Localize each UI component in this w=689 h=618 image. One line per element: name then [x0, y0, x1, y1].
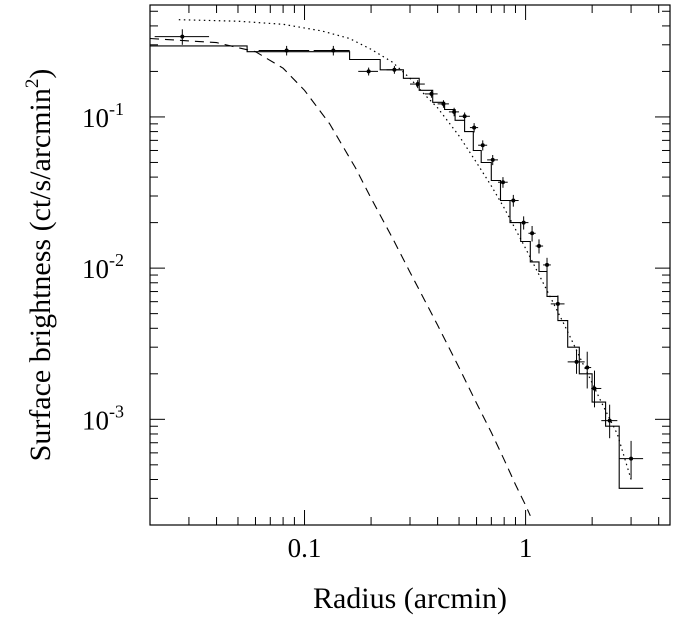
y-axis-title: Surface brightness (ct/s/arcmin2)	[22, 69, 57, 462]
plot-frame	[149, 4, 671, 526]
step-model-line	[150, 45, 644, 489]
data-point	[530, 231, 535, 236]
data-point	[629, 456, 634, 461]
series-layer	[149, 19, 644, 517]
x-tick-label: 1	[519, 533, 533, 563]
data-point	[574, 359, 579, 364]
data-point	[511, 198, 516, 203]
data-point	[607, 418, 612, 423]
x-axis-title: Radius (arcmin)	[313, 582, 507, 615]
data-point	[462, 114, 467, 119]
data-point	[366, 69, 371, 74]
data-point	[585, 365, 590, 370]
tick-labels: 0.1 1 10-1 10-2 10-3	[82, 99, 532, 563]
data-point	[537, 244, 542, 249]
y-tick-label: 10-1	[82, 99, 124, 133]
data-point	[545, 262, 550, 267]
y-tick-label: 10-2	[82, 250, 124, 284]
dotted-model-line	[178, 19, 632, 480]
data-point	[480, 143, 485, 148]
y-axis-title-main: Surface brightness (ct/s/arcmin	[24, 88, 57, 461]
y-axis-title-superscript: 2	[22, 79, 43, 89]
axis-ticks	[149, 5, 670, 526]
dashed-model-line	[149, 37, 531, 517]
y-tick-label: 10-3	[82, 401, 124, 435]
data-point	[180, 34, 185, 39]
x-tick-label: 0.1	[288, 533, 322, 563]
data-point	[500, 180, 505, 185]
data-point	[592, 386, 597, 391]
data-point	[490, 157, 495, 162]
y-axis-title-close: )	[24, 69, 57, 79]
data-point	[521, 220, 526, 225]
data-point	[472, 125, 477, 130]
